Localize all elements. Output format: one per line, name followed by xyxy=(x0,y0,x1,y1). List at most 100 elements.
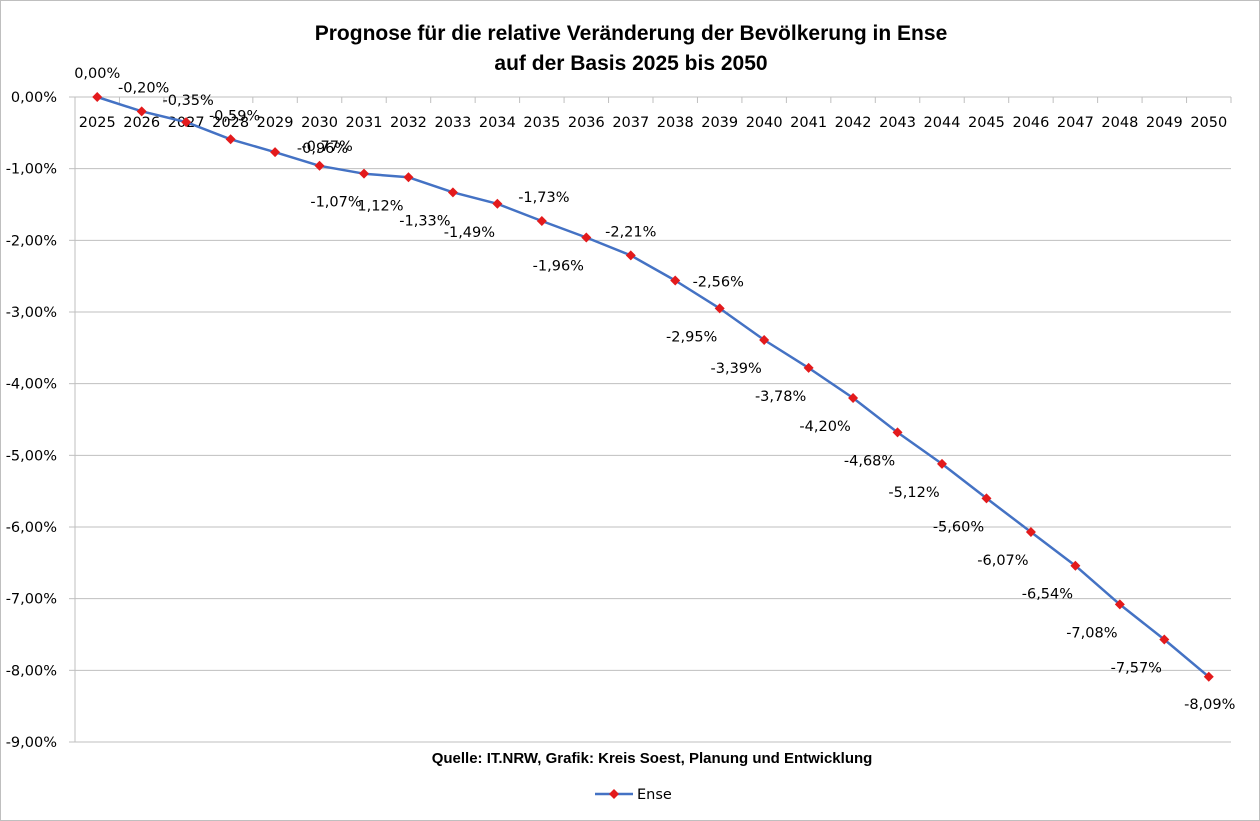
data-label: -2,21% xyxy=(605,224,656,240)
data-label: -0,20% xyxy=(118,80,169,96)
chart-title: Prognose für die relative Veränderung de… xyxy=(315,22,948,45)
data-label: -0,35% xyxy=(163,93,214,109)
data-label: -6,54% xyxy=(1022,587,1073,603)
data-label: -1,73% xyxy=(518,190,569,206)
data-point xyxy=(892,427,903,438)
data-point xyxy=(848,393,859,403)
legend: Ense xyxy=(595,787,672,803)
legend-marker-icon xyxy=(609,789,619,799)
data-label: -2,95% xyxy=(666,329,717,345)
x-tick-label: 2037 xyxy=(612,115,649,131)
legend-label: Ense xyxy=(637,787,672,803)
x-tick-label: 2042 xyxy=(835,115,872,131)
data-label: -8,09% xyxy=(1184,697,1235,713)
gridlines xyxy=(75,96,1231,743)
data-point xyxy=(625,250,636,261)
x-tick-label: 2050 xyxy=(1190,115,1227,131)
x-axis-ticks: 2025202620272028202920302031203220332034… xyxy=(79,115,1227,131)
data-label: -1,49% xyxy=(444,225,495,241)
data-label: -5,12% xyxy=(888,485,939,501)
data-label: -3,78% xyxy=(755,389,806,405)
x-tick-label: 2046 xyxy=(1012,115,1049,131)
data-label: -2,56% xyxy=(693,274,744,290)
data-point xyxy=(447,187,458,198)
data-point xyxy=(1025,527,1036,538)
data-point xyxy=(136,106,147,117)
data-label: -0,77% xyxy=(301,139,352,155)
source-note: Quelle: IT.NRW, Grafik: Kreis Soest, Pla… xyxy=(432,750,873,767)
y-tick-label: -3,00% xyxy=(6,305,57,321)
x-tick-label: 2040 xyxy=(746,115,783,131)
data-label: -4,68% xyxy=(844,453,895,469)
chart-subtitle: auf der Basis 2025 bis 2050 xyxy=(494,52,767,75)
data-label: -6,07% xyxy=(977,553,1028,569)
y-tick-label: -6,00% xyxy=(6,520,57,536)
data-point xyxy=(670,275,681,286)
data-point xyxy=(492,198,503,209)
data-label: -4,20% xyxy=(799,419,850,435)
y-tick-label: -8,00% xyxy=(6,663,57,679)
x-tick-label: 2048 xyxy=(1101,115,1138,131)
y-tick-label: -4,00% xyxy=(6,377,57,393)
x-tick-label: 2034 xyxy=(479,115,516,131)
data-point xyxy=(581,232,592,243)
data-point xyxy=(714,303,725,314)
x-tick-label: 2029 xyxy=(257,115,294,131)
axes xyxy=(69,96,1232,743)
data-label: -1,96% xyxy=(533,258,584,274)
x-tick-label: 2045 xyxy=(968,115,1005,131)
x-tick-label: 2032 xyxy=(390,115,427,131)
x-tick-label: 2035 xyxy=(523,115,560,131)
data-point xyxy=(181,117,192,128)
x-tick-label: 2047 xyxy=(1057,115,1094,131)
x-tick-label: 2031 xyxy=(346,115,383,131)
data-point xyxy=(314,160,325,171)
x-tick-label: 2041 xyxy=(790,115,827,131)
x-tick-label: 2043 xyxy=(879,115,916,131)
data-point xyxy=(803,362,814,373)
x-tick-label: 2039 xyxy=(701,115,738,131)
y-tick-label: -5,00% xyxy=(6,448,57,464)
data-point xyxy=(359,168,369,179)
x-tick-label: 2025 xyxy=(79,115,116,131)
series-line xyxy=(96,95,1210,678)
x-tick-label: 2036 xyxy=(568,115,605,131)
data-label: -1,07% xyxy=(310,195,361,211)
x-tick-label: 2044 xyxy=(924,115,961,131)
data-point xyxy=(1159,634,1170,645)
data-point xyxy=(403,172,414,183)
data-point xyxy=(270,147,281,158)
x-tick-label: 2033 xyxy=(434,115,471,131)
y-tick-label: 0,00% xyxy=(11,90,57,106)
data-point xyxy=(536,215,547,226)
y-tick-label: -9,00% xyxy=(6,735,57,751)
y-tick-label: -2,00% xyxy=(6,233,57,249)
data-point xyxy=(937,458,947,469)
data-point xyxy=(1114,599,1125,610)
data-labels: 0,00%-0,20%-0,35%-0,59% -0,77%-0,96% -1,07… xyxy=(74,66,1235,713)
y-tick-label: -7,00% xyxy=(6,592,57,608)
data-point xyxy=(1203,671,1214,682)
data-label: 0,00% xyxy=(74,66,120,82)
y-tick-label: -1,00% xyxy=(6,162,57,178)
x-tick-label: 2028 xyxy=(212,115,249,131)
series-ense xyxy=(92,92,1214,682)
data-label: -7,57% xyxy=(1111,661,1162,677)
data-point xyxy=(981,493,992,504)
x-tick-label: 2049 xyxy=(1146,115,1183,131)
data-label: -0,96% xyxy=(297,141,348,157)
x-tick-label: 2026 xyxy=(123,115,160,131)
data-label: -0,59% xyxy=(209,108,260,124)
data-point xyxy=(759,334,770,345)
y-axis-ticks: 0,00% -1,00% -2,00% -3,00% -4,00% -5,00% -6,00… xyxy=(6,90,57,751)
data-point xyxy=(225,134,236,145)
data-label: -3,39% xyxy=(711,361,762,377)
data-point xyxy=(1070,560,1081,571)
data-label: -5,60% xyxy=(933,519,984,535)
data-label: -7,08% xyxy=(1066,625,1117,641)
data-label: -1,33% xyxy=(399,213,450,229)
x-tick-label: 2038 xyxy=(657,115,694,131)
data-label: 1,12% xyxy=(357,198,403,214)
